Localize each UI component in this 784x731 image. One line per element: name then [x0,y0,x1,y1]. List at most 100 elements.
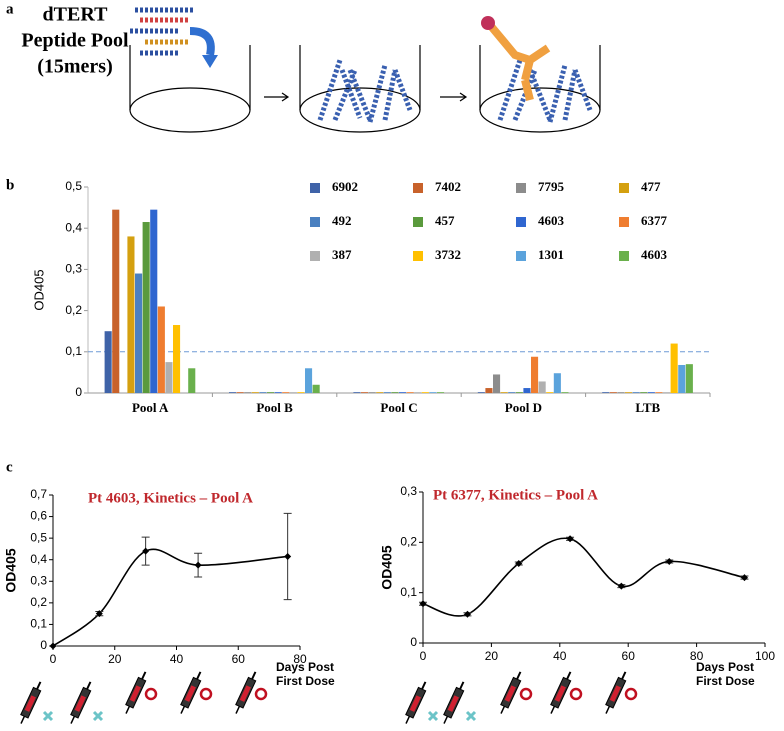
syringe-needle [550,705,556,714]
y-tick-label: 0 [410,635,417,649]
bar [142,222,150,393]
y-axis-label: OD405 [379,545,395,590]
x-axis-label: Days Post First Dose [696,660,755,688]
bar [112,209,120,393]
ring-icon [624,687,638,701]
bar [546,392,554,393]
syringe-needle [500,705,506,714]
legend-swatch [516,251,526,261]
bar [561,392,569,393]
panel-label: c [6,459,13,475]
bar [236,392,244,393]
bar [485,388,493,393]
panel-label: a [6,1,14,17]
ring-icon [199,687,213,701]
virus-icon [42,710,54,722]
bar [663,392,671,393]
syringe-needle [443,715,449,724]
syringe-icon [443,681,465,724]
y-tick-label: 0,4 [65,220,82,234]
syringe-plunger [141,671,147,680]
legend-label: 3732 [435,247,461,262]
legend-swatch [413,251,423,261]
point [95,610,103,618]
legend-swatch [619,183,629,193]
y-tick-label: 0 [75,385,82,399]
bar [383,392,391,393]
legend-swatch [619,217,629,227]
panel-a-text: (15mers) [37,56,113,78]
syringe-icon [405,681,427,724]
legend-label: 457 [435,213,455,228]
syringe-needle [20,715,26,724]
syringe-icon [180,671,202,714]
bar [251,392,259,393]
bar [429,392,437,393]
bar [267,392,275,393]
syringe-fill [554,685,566,702]
bar [414,392,422,393]
y-tick-label: 0,1 [400,585,417,599]
bar [531,356,539,393]
bar [173,325,181,393]
line [422,537,745,617]
bar [500,392,508,393]
bar [274,392,282,393]
point [49,642,57,650]
x-axis-label: Days Post First Dose [276,660,335,688]
syringe-plunger [516,671,522,680]
point [617,582,625,590]
bar [289,392,297,393]
syringe-fill [609,685,621,702]
virus-icon [92,710,104,722]
legend-swatch [310,217,320,227]
y-tick-label: 0,7 [30,487,47,501]
bar [135,273,143,393]
syringe-icon [70,681,92,724]
syringe-plunger [196,671,202,680]
bar [617,392,625,393]
line [52,548,288,647]
ring-icon [254,687,268,701]
legend-label: 4603 [538,213,565,228]
x-tick-label: 80 [690,649,704,663]
legend-swatch [516,217,526,227]
legend-label: 1301 [538,247,564,262]
y-tick-label: 0,2 [30,595,47,609]
y-tick-label: 0,3 [400,484,417,498]
bar [150,209,158,393]
legend-label: 7795 [538,179,565,194]
bar [437,392,445,393]
bar [244,392,252,393]
y-tick-label: 0,5 [65,179,82,193]
bar [229,392,237,393]
syringe-icon [235,671,257,714]
syringe-icon [500,671,522,714]
bar [104,331,112,393]
syringe-fill [74,695,86,712]
legend-label: 492 [332,213,352,228]
bar [477,392,485,393]
y-axis-label: OD405 [3,548,19,593]
bar [678,364,686,393]
y-tick-label: 0,3 [30,573,47,587]
bar [602,392,610,393]
chart-title: Pt 4603, Kinetics – Pool A [88,490,253,506]
syringe-needle [180,705,186,714]
y-tick-label: 0 [40,638,47,652]
bar [127,236,135,393]
point [665,557,673,565]
well-plates [129,45,601,133]
x-tick-label: Pool D [505,400,542,415]
y-tick-label: 0,5 [30,530,47,544]
x-tick-label: 60 [622,649,636,663]
bar [647,392,655,393]
bar [553,373,561,393]
bar [632,392,640,393]
syringe-needle [235,705,241,714]
panel-a-text: dTERT [43,4,109,26]
x-tick-label: Pool C [380,400,417,415]
syringe-plunger [86,681,92,690]
chart-title: Pt 6377, Kinetics – Pool A [433,487,598,503]
syringe-icon [125,671,147,714]
